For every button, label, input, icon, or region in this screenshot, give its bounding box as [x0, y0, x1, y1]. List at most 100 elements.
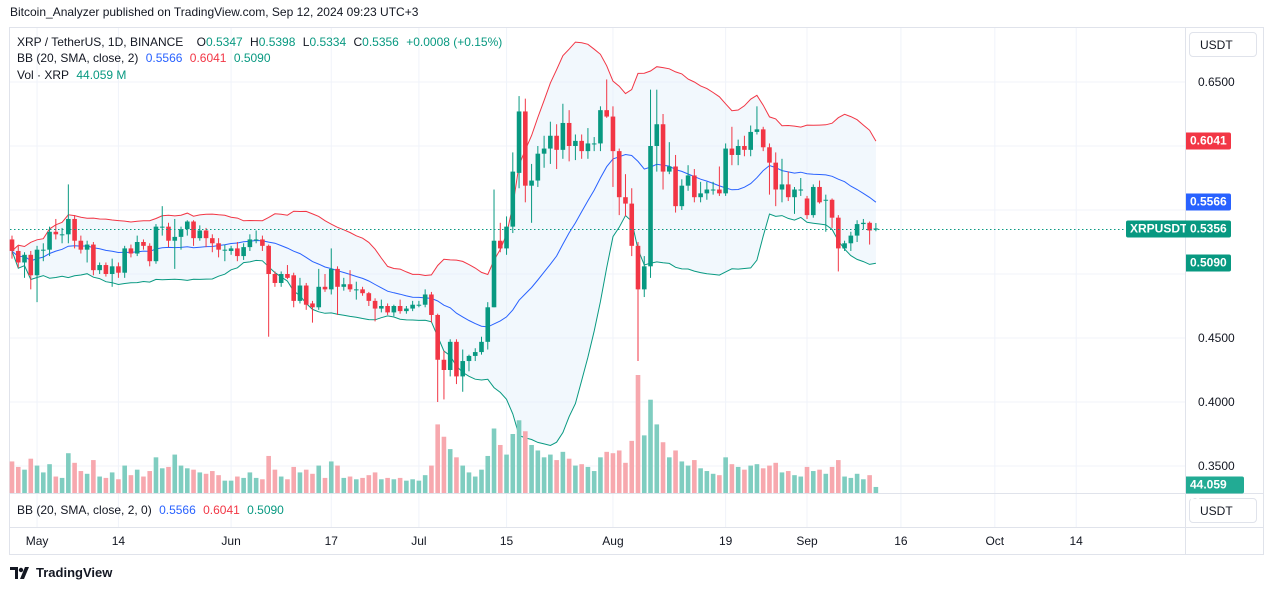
candle — [15, 245, 21, 268]
candle — [253, 230, 259, 244]
candle-body — [260, 239, 265, 246]
candle — [297, 277, 303, 304]
symbol-legend[interactable]: XRP / TetherUS, 1D, BINANCE O0.5347 H0.5… — [17, 35, 506, 49]
candle-body — [673, 166, 678, 207]
volume-bar — [216, 475, 221, 493]
candle-body — [548, 135, 553, 149]
candle-body — [397, 306, 403, 312]
volume-bar — [116, 479, 121, 493]
volume-bar — [867, 475, 872, 493]
candle — [134, 235, 140, 257]
volume-bar — [648, 399, 653, 493]
candle — [679, 179, 685, 210]
volume-bar — [566, 458, 572, 493]
candle-body — [710, 189, 716, 191]
candle — [823, 194, 829, 232]
volume-bar — [109, 472, 115, 493]
volume-bar — [466, 472, 472, 493]
lower-pane-currency-button[interactable]: USDT — [1189, 498, 1257, 523]
tradingview-logo[interactable]: TradingView — [10, 565, 112, 580]
volume-bar — [404, 480, 409, 493]
candle-body — [479, 341, 484, 353]
candle — [34, 245, 40, 303]
candle-body — [541, 148, 547, 154]
close-value: C0.5356 — [353, 35, 399, 49]
volume-bar — [604, 451, 609, 493]
volume-bar — [222, 480, 228, 493]
candle — [472, 348, 478, 362]
candle-body — [667, 166, 672, 172]
candle — [272, 271, 278, 287]
candle-body — [235, 248, 240, 257]
candle — [222, 244, 228, 262]
volume-bar — [829, 466, 835, 493]
volume-bar — [397, 477, 403, 493]
candle — [491, 189, 497, 308]
candle — [591, 137, 597, 152]
candle — [41, 243, 46, 262]
volume-bar — [341, 477, 347, 493]
volume-bar — [253, 477, 259, 493]
bb-basis-value: 0.5566 — [145, 51, 183, 65]
candle-body — [47, 231, 52, 250]
volume-bar — [848, 477, 854, 493]
candle-body — [41, 249, 46, 251]
volume-bar — [842, 476, 847, 493]
candle — [328, 248, 334, 295]
volume-bar — [754, 464, 760, 493]
candle-body — [159, 226, 165, 228]
currency-button[interactable]: USDT — [1189, 32, 1257, 57]
candle-body — [385, 306, 390, 313]
volume-bar — [710, 473, 716, 493]
candle — [497, 222, 503, 253]
candle-body — [566, 122, 572, 146]
volume-bar — [303, 469, 309, 493]
candle — [535, 146, 541, 187]
candle — [585, 128, 591, 159]
volume-legend[interactable]: Vol · XRP 44.059 M — [17, 68, 130, 82]
bb-legend[interactable]: BB (20, SMA, close, 2) 0.5566 0.6041 0.5… — [17, 51, 275, 65]
symbol-title: XRP / TetherUS, 1D, BINANCE — [17, 35, 184, 49]
candle — [510, 152, 516, 234]
candle — [698, 181, 703, 203]
candle — [103, 262, 109, 277]
candle-body — [560, 122, 566, 150]
candle-body — [623, 197, 628, 204]
candle-body — [328, 268, 334, 290]
volume-bar — [78, 471, 84, 493]
candle-body — [266, 245, 271, 274]
lower-pane-bb-legend[interactable]: BB (20, SMA, close, 2, 0) 0.5566 0.6041 … — [17, 503, 288, 517]
candle — [178, 226, 184, 250]
candle — [754, 106, 760, 135]
candle-body — [297, 285, 303, 301]
volume-value: 44.059 M — [76, 68, 127, 82]
candle-body — [472, 352, 478, 356]
volume-bar — [372, 472, 378, 493]
volume-bar — [385, 477, 390, 493]
candle-body — [760, 129, 766, 148]
candle — [648, 89, 653, 278]
volume-bar — [472, 476, 478, 493]
candle — [278, 271, 284, 287]
candle — [47, 226, 52, 257]
candle-body — [391, 306, 397, 313]
volume-bar — [516, 420, 522, 493]
candle — [760, 126, 766, 152]
volume-bar — [241, 477, 246, 493]
candle-body — [504, 226, 509, 249]
candle-body — [322, 286, 328, 290]
change-value: +0.0008 (+0.15%) — [406, 35, 503, 49]
candle-body — [629, 203, 635, 246]
candle-body — [303, 285, 309, 305]
candle — [109, 258, 115, 287]
candle-body — [122, 248, 127, 273]
candle — [141, 239, 146, 250]
candle-body — [178, 229, 184, 237]
candle-body — [416, 304, 422, 306]
candle — [341, 277, 347, 291]
candle — [573, 134, 578, 161]
volume-bar — [748, 465, 753, 493]
candle — [466, 354, 472, 372]
candle-body — [497, 240, 503, 249]
